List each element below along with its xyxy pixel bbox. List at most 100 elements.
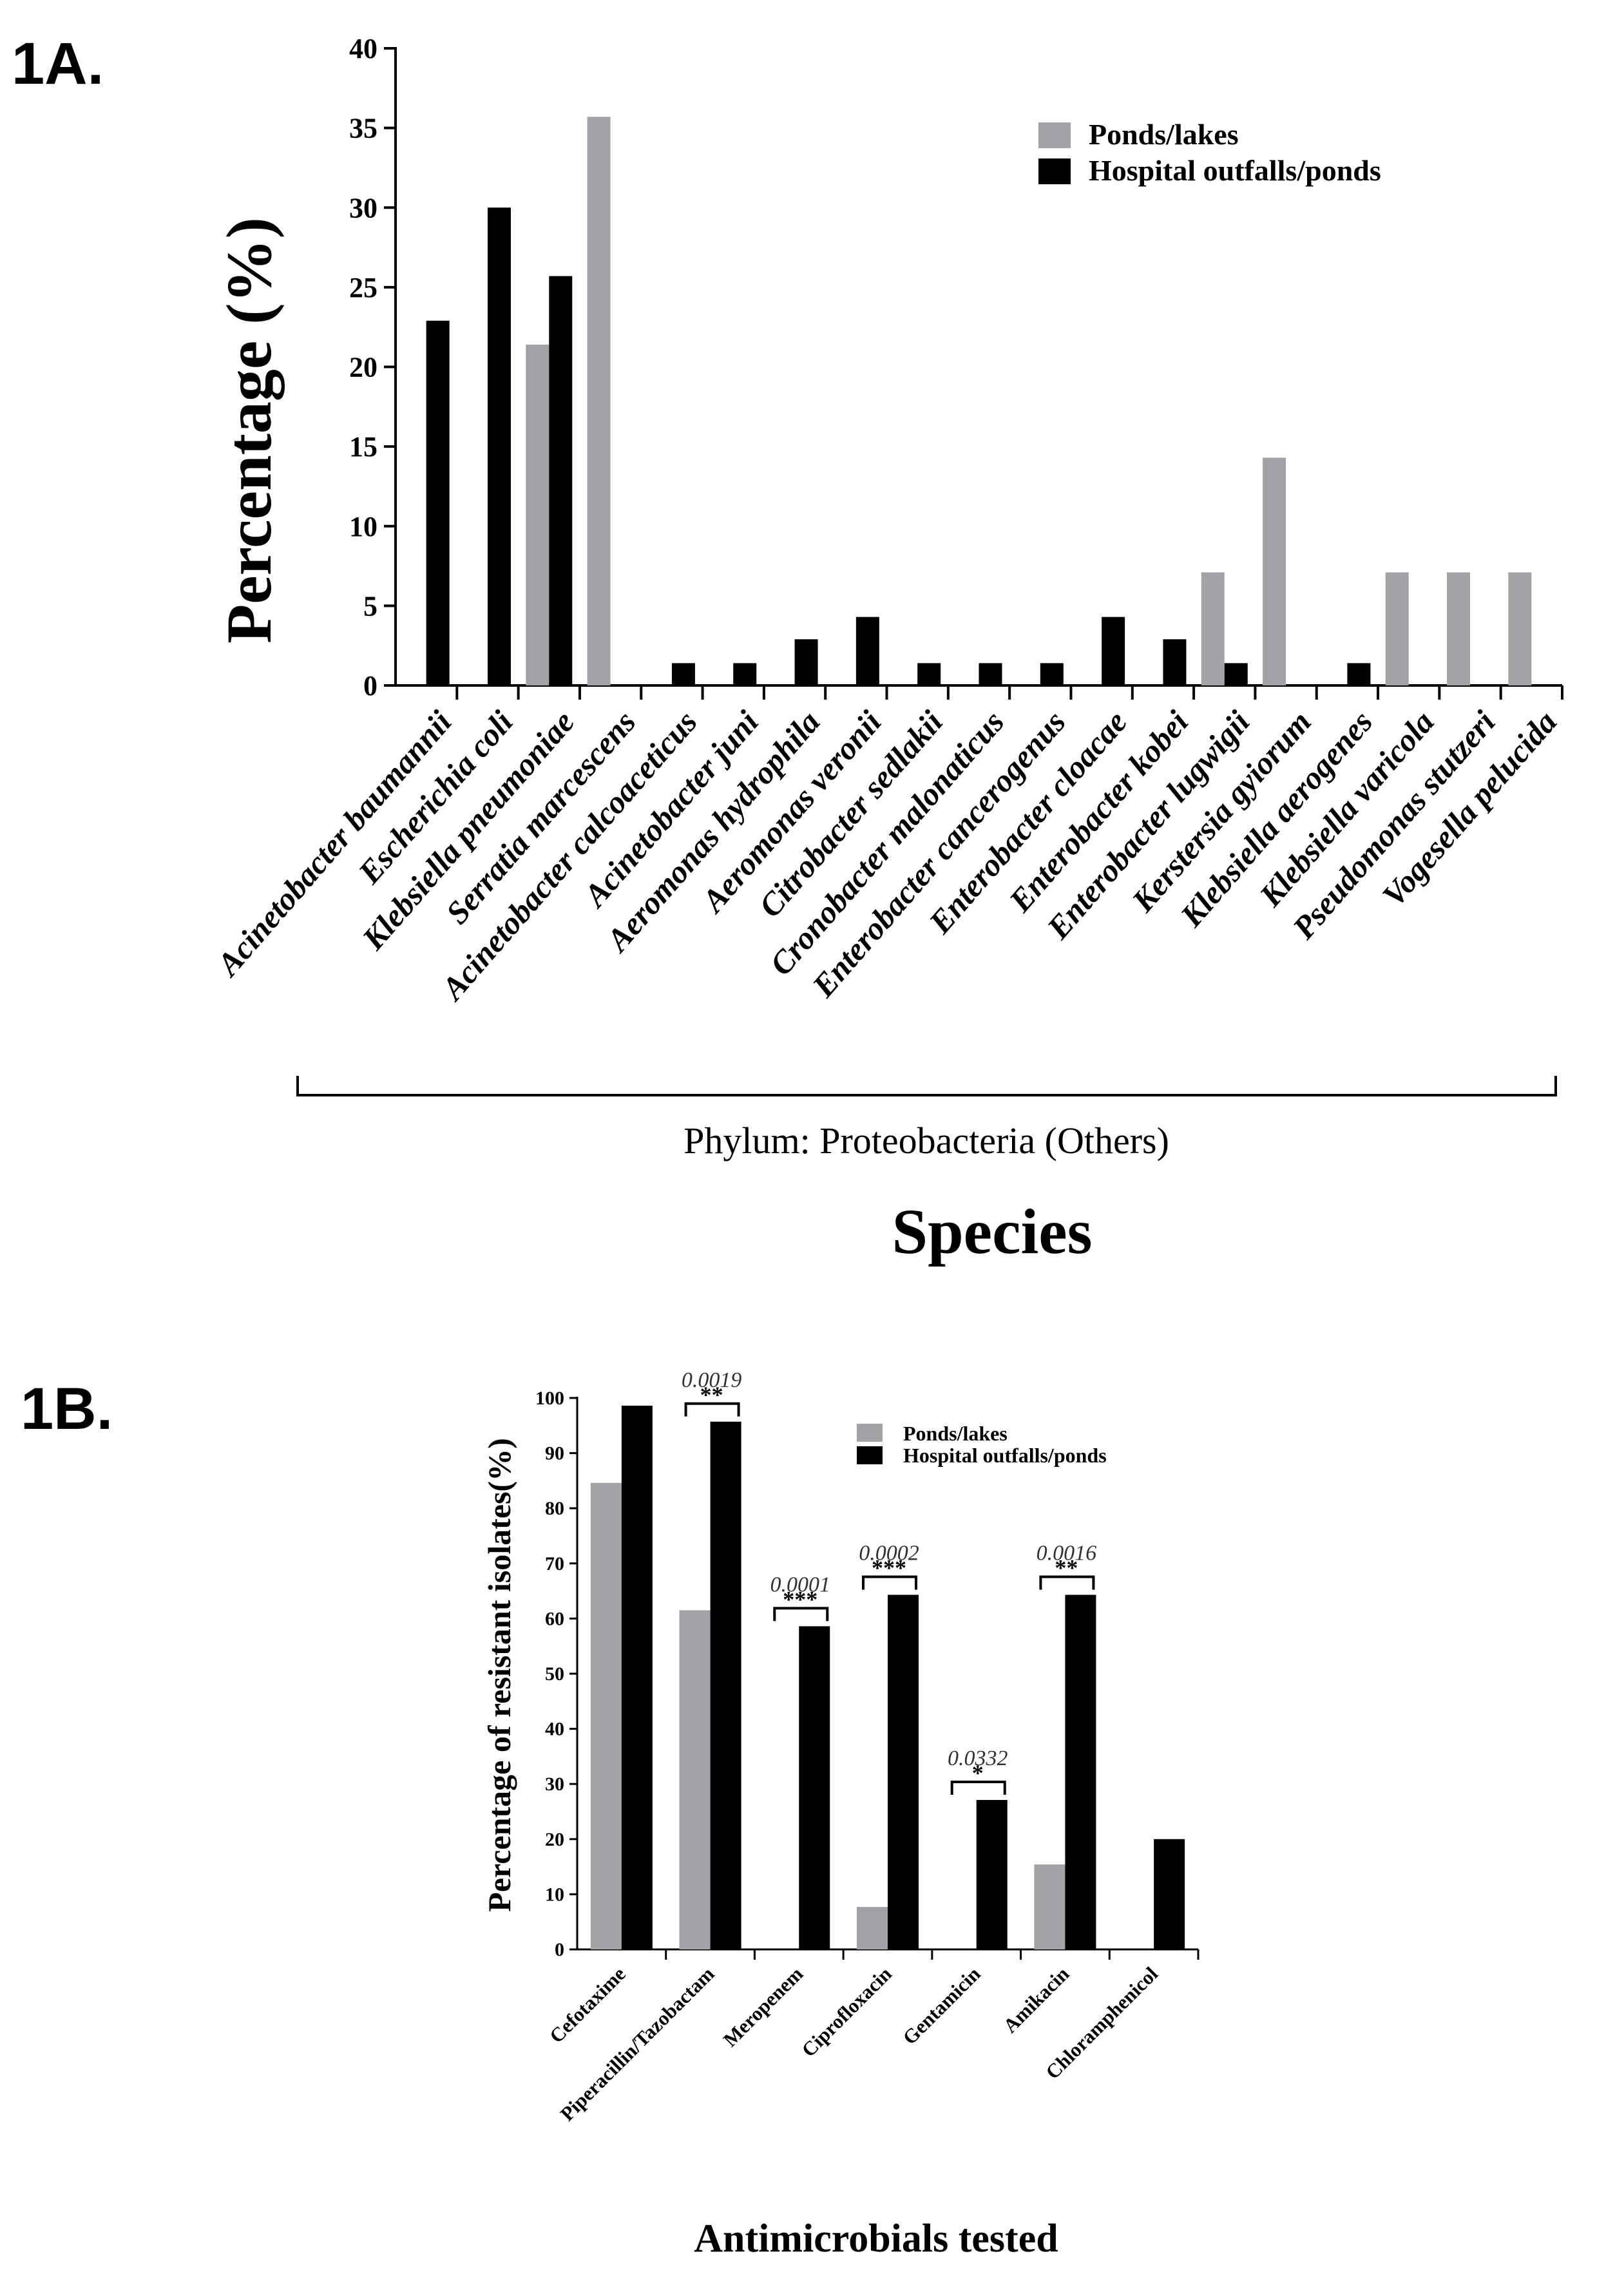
legend-label-ponds-lakes: Ponds/lakes	[1089, 118, 1239, 151]
a-bar-ponds-klebsiella-pneumoniae	[526, 344, 549, 685]
b-x-tick-label-meropenem: Meropenem	[719, 1962, 808, 2051]
b-x-tick-label-ciprofloxacin: Ciprofloxacin	[798, 1962, 896, 2061]
b-x-tick-label-piperacillin-tazobactam: Piperacillin/Tazobactam	[556, 1962, 719, 2125]
a-y-tick-label: 0	[363, 670, 377, 702]
a-bar-ponds-enterobacter-lugwigii	[1201, 572, 1225, 685]
b-bar-ponds-ciprofloxacin	[857, 1907, 888, 1949]
p-value-label: 0.0002	[859, 1542, 919, 1565]
legend-swatch-hospital-outfalls	[1038, 158, 1071, 184]
a-bar-hospital-enterobacter-kobei	[1163, 639, 1187, 685]
b-bar-ponds-amikacin	[1034, 1864, 1066, 1949]
significance-stars: **	[1055, 1555, 1078, 1581]
significance-bracket	[950, 1781, 1006, 1795]
legend-label-hospital-outfalls: Hospital outfalls/ponds	[1089, 154, 1381, 187]
legend-swatch-hospital-outfalls	[857, 1446, 883, 1464]
b-bar-hospital-cefotaxime	[621, 1405, 653, 1949]
panel-a-label: 1A.	[12, 31, 104, 97]
a-bar-hospital-acinetobacter-calcoaceticus	[671, 663, 695, 685]
significance-bracket	[1039, 1575, 1095, 1590]
b-bar-hospital-meropenem	[799, 1626, 830, 1949]
panel-b-x-axis-title: Antimicrobials tested	[694, 2217, 1058, 2261]
panel-b-bars	[590, 1405, 1185, 1949]
panel-b-legend: Ponds/lakes Hospital outfalls/ponds	[857, 1422, 1107, 1467]
legend-label-ponds-lakes: Ponds/lakes	[903, 1422, 1008, 1445]
a-bar-hospital-enterobacter-cancerogenus	[1040, 663, 1064, 685]
p-value-label: 0.0001	[770, 1573, 831, 1596]
b-y-tick-label: 70	[545, 1553, 564, 1574]
significance-stars: **	[700, 1382, 723, 1408]
a-bar-ponds-kerstersia-gyiorum	[1263, 457, 1286, 685]
a-bar-hospital-citrobacter-sedlakii	[917, 663, 941, 685]
panel-a-legend: Ponds/lakes Hospital outfalls/ponds	[1038, 118, 1381, 187]
b-x-tick-label-amikacin: Amikacin	[999, 1962, 1073, 2037]
b-bar-hospital-ciprofloxacin	[888, 1594, 919, 1949]
b-y-tick-label: 60	[545, 1608, 564, 1629]
a-bar-ponds-klebsiella-varicola	[1385, 572, 1409, 685]
b-bar-ponds-piperacillin-tazobactam	[679, 1610, 711, 1949]
significance-stars: *	[972, 1760, 984, 1786]
p-value-label: 0.0332	[948, 1746, 1008, 1770]
significance-bracket	[773, 1607, 829, 1622]
b-y-tick-label: 40	[545, 1719, 564, 1740]
phylum-group-label: Phylum: Proteobacteria (Others)	[683, 1120, 1169, 1162]
b-bar-hospital-chloramphenicol	[1154, 1839, 1185, 1949]
panel-b-y-axis-title: Percentage of resistant isolates(%)	[481, 1438, 517, 1911]
b-bar-hospital-piperacillin-tazobactam	[710, 1421, 741, 1949]
b-y-tick-label: 80	[545, 1498, 564, 1519]
p-value-label: 0.0016	[1037, 1542, 1097, 1565]
a-y-tick-label: 20	[349, 352, 377, 383]
b-y-tick-label: 0	[555, 1939, 564, 1960]
significance-bracket	[684, 1402, 740, 1417]
a-bar-hospital-aeromonas-veronii	[855, 617, 879, 685]
a-bar-hospital-klebsiella-pneumoniae	[549, 276, 573, 685]
a-bar-hospital-aeromonas-hydrophila	[794, 639, 818, 685]
b-y-tick-label: 10	[545, 1884, 564, 1905]
phylum-bracket	[296, 1076, 1557, 1096]
panel-a-y-axis-title: Percentage (%)	[213, 217, 285, 644]
legend-label-hospital-outfalls: Hospital outfalls/ponds	[903, 1444, 1107, 1467]
a-bar-hospital-cronobacter-malonaticus	[979, 663, 1002, 685]
a-bar-hospital-klebsiella-aerogenes	[1347, 663, 1371, 685]
b-x-tick-label-cefotaxime: Cefotaxime	[545, 1962, 630, 2047]
a-bar-ponds-pseudomonas-stutzeri	[1447, 572, 1471, 685]
a-bar-ponds-vogesella-pelucida	[1508, 572, 1532, 685]
a-y-tick-label: 5	[363, 590, 377, 622]
b-y-tick-label: 50	[545, 1663, 564, 1685]
a-y-tick-label: 25	[349, 272, 377, 303]
panel-a-bar-chart: 1A. 0 5 10 15 20 25 30 35 40 Acinetobacter bauma…	[12, 31, 1563, 1267]
b-y-tick-label: 20	[545, 1829, 564, 1850]
a-bar-hospital-enterobacter-lugwigii	[1224, 663, 1248, 685]
a-y-tick-label: 30	[349, 192, 377, 224]
b-x-tick-label-gentamicin: Gentamicin	[898, 1962, 984, 2049]
legend-swatch-ponds-lakes	[1038, 122, 1071, 148]
significance-stars: ***	[872, 1555, 906, 1581]
a-bar-hospital-acinetobacter-juni	[733, 663, 757, 685]
a-y-tick-label: 15	[349, 431, 377, 463]
panel-a-bars	[426, 117, 1532, 685]
panel-b-significance-annotations: **0.0019***0.0001***0.0002*0.0332**0.001…	[682, 1368, 1096, 1795]
b-y-tick-label: 30	[545, 1774, 564, 1795]
legend-swatch-ponds-lakes	[857, 1424, 883, 1442]
significance-bracket	[862, 1575, 917, 1590]
a-y-tick-label: 35	[349, 113, 377, 144]
p-value-label: 0.0019	[682, 1368, 742, 1392]
a-y-tick-label: 10	[349, 511, 377, 542]
a-x-tick-label-acinetobacter-baumannii: Acinetobacter baumannii	[209, 703, 459, 983]
a-y-tick-label: 40	[349, 33, 377, 64]
b-y-tick-label: 100	[535, 1388, 564, 1409]
b-bar-ponds-cefotaxime	[590, 1482, 622, 1949]
a-bar-ponds-serratia-marcescens	[587, 117, 611, 685]
a-bar-hospital-enterobacter-cloacae	[1102, 617, 1125, 685]
panel-a-x-axis-title: Species	[892, 1196, 1092, 1267]
b-y-tick-label: 90	[545, 1443, 564, 1464]
panel-b-label: 1B.	[21, 1376, 113, 1442]
significance-stars: ***	[783, 1586, 817, 1612]
a-bar-hospital-escherichia-coli	[487, 207, 511, 685]
b-bar-hospital-amikacin	[1065, 1594, 1096, 1949]
b-bar-hospital-gentamicin	[976, 1800, 1008, 1949]
a-bar-hospital-acinetobacter-baumannii	[426, 320, 450, 685]
